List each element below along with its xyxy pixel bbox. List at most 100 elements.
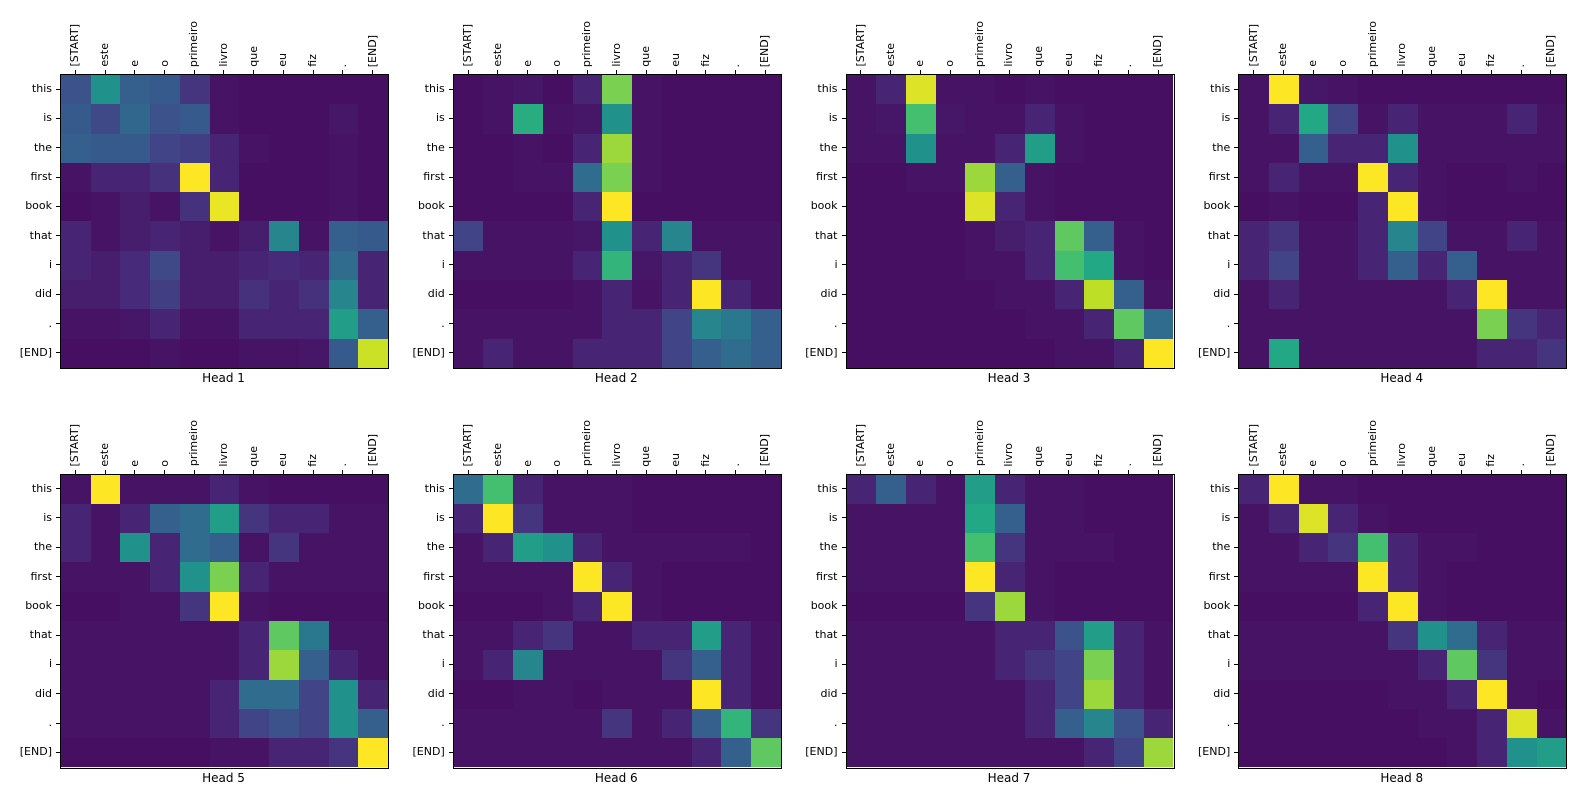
x-tick-labels: [START] este e o primeiro livro que eu fiz. [END] bbox=[453, 408, 780, 474]
heatmap-cell bbox=[1536, 474, 1567, 504]
heatmap-cell bbox=[483, 309, 514, 339]
y-tick-label: book bbox=[417, 199, 445, 213]
x-tick: livro bbox=[601, 8, 631, 74]
y-tick-label: that bbox=[815, 628, 838, 642]
y-tick: the bbox=[794, 133, 846, 162]
heatmap-cell bbox=[1328, 162, 1359, 193]
heatmap-cell bbox=[358, 162, 388, 193]
heatmap-cell bbox=[298, 474, 329, 504]
heatmap-cell bbox=[90, 620, 121, 651]
x-tick-label: que bbox=[1424, 445, 1438, 467]
y-tick: that bbox=[8, 220, 60, 249]
heatmap-cell bbox=[751, 75, 781, 105]
heatmap-cell bbox=[542, 533, 573, 563]
heatmap-cell bbox=[269, 75, 299, 105]
heatmap-cell bbox=[483, 221, 514, 251]
x-tick: [END] bbox=[357, 8, 387, 74]
y-tick: did bbox=[401, 679, 453, 708]
heatmap-cell bbox=[1387, 192, 1418, 222]
heatmap-cell bbox=[1447, 133, 1478, 163]
heatmap-cell bbox=[1477, 562, 1507, 592]
heatmap-cell bbox=[269, 620, 299, 651]
heatmap-cell bbox=[965, 503, 996, 534]
y-tick: did bbox=[8, 679, 60, 708]
x-tick: e bbox=[1298, 408, 1328, 474]
heatmap-cell bbox=[1387, 591, 1418, 621]
x-tick: e bbox=[512, 8, 542, 74]
heatmap-cell bbox=[1477, 133, 1507, 163]
heatmap-cell bbox=[632, 309, 662, 339]
y-tick-label: first bbox=[816, 569, 838, 583]
heatmap-cell bbox=[358, 620, 388, 651]
heatmap-cell bbox=[691, 280, 722, 310]
x-tick-label: primeiro bbox=[972, 20, 986, 67]
heatmap-cell bbox=[1387, 75, 1418, 105]
heatmap-cell bbox=[1114, 309, 1144, 339]
heatmap-cell bbox=[61, 591, 91, 621]
heatmap-cell bbox=[453, 591, 484, 621]
x-tick: [END] bbox=[750, 408, 780, 474]
heatmap-cell bbox=[328, 591, 359, 621]
heatmap-cell bbox=[721, 679, 752, 709]
heatmap-cell bbox=[1477, 503, 1507, 534]
heatmap-cell bbox=[1506, 250, 1537, 281]
heatmap-cell bbox=[1084, 338, 1115, 368]
heatmap-cell bbox=[721, 591, 752, 621]
heatmap-cell bbox=[1506, 309, 1537, 339]
x-tick: o bbox=[935, 408, 965, 474]
y-tick-label: book bbox=[810, 199, 838, 213]
y-tick: [END] bbox=[794, 338, 846, 367]
heatmap-cell bbox=[1268, 650, 1299, 680]
heatmap-cell bbox=[179, 162, 210, 193]
x-tick: e bbox=[512, 408, 542, 474]
x-tick: e bbox=[119, 408, 149, 474]
x-tick: . bbox=[1113, 8, 1143, 74]
heatmap-cell bbox=[298, 738, 329, 768]
x-tick-label: primeiro bbox=[580, 420, 594, 467]
heatmap-cell bbox=[358, 192, 388, 222]
heatmap-cell bbox=[453, 620, 484, 651]
heatmap-cell bbox=[358, 338, 388, 368]
y-tick-label: i bbox=[834, 257, 838, 271]
y-tick-label: [END] bbox=[805, 745, 838, 759]
axes-corner bbox=[401, 408, 453, 474]
heatmap-cell bbox=[1268, 104, 1299, 134]
subplot-title: Head 1 bbox=[202, 371, 245, 385]
heatmap-cell bbox=[1239, 250, 1269, 281]
x-tick-label: [START] bbox=[461, 423, 475, 467]
heatmap-cell bbox=[1536, 591, 1567, 621]
heatmap-cell bbox=[1447, 309, 1478, 339]
heatmap-cell bbox=[1084, 162, 1115, 193]
heatmap-cell bbox=[269, 679, 299, 709]
heatmap-cell bbox=[935, 620, 966, 651]
heatmap-cell bbox=[179, 280, 210, 310]
x-tick-label: que bbox=[639, 46, 653, 67]
heatmap-cell bbox=[846, 133, 877, 163]
heatmap-cell bbox=[691, 533, 722, 563]
heatmap-cell bbox=[1143, 620, 1174, 651]
x-tick: este bbox=[1268, 8, 1298, 74]
heatmap-cell bbox=[1536, 250, 1567, 281]
heatmap-cell bbox=[453, 474, 484, 504]
y-tick-labels: this is the first book that i did. [END] bbox=[1186, 474, 1239, 767]
heatmap-cell bbox=[1268, 562, 1299, 592]
heatmap-cell bbox=[1536, 309, 1567, 339]
heatmap-cell bbox=[61, 280, 91, 310]
heatmap-cell bbox=[90, 250, 121, 281]
heatmap-cell bbox=[61, 192, 91, 222]
axes-area: [START] este e o primeiro livro que eu fiz. [END]… bbox=[8, 8, 389, 369]
heatmap-cell bbox=[1477, 620, 1507, 651]
heatmap-cell bbox=[328, 338, 359, 368]
heatmap-cell bbox=[965, 620, 996, 651]
heatmap-cell bbox=[876, 250, 906, 281]
heatmap-cell bbox=[602, 533, 633, 563]
heatmap-cell bbox=[721, 338, 752, 368]
heatmap-cell bbox=[1328, 192, 1359, 222]
heatmap-cell bbox=[602, 679, 633, 709]
heatmap-cell bbox=[358, 503, 388, 534]
heatmap-cell bbox=[298, 650, 329, 680]
heatmap-cell bbox=[661, 75, 692, 105]
y-tick-label: book bbox=[417, 598, 445, 612]
y-tick-label: did bbox=[1213, 686, 1231, 700]
heatmap bbox=[452, 473, 782, 769]
